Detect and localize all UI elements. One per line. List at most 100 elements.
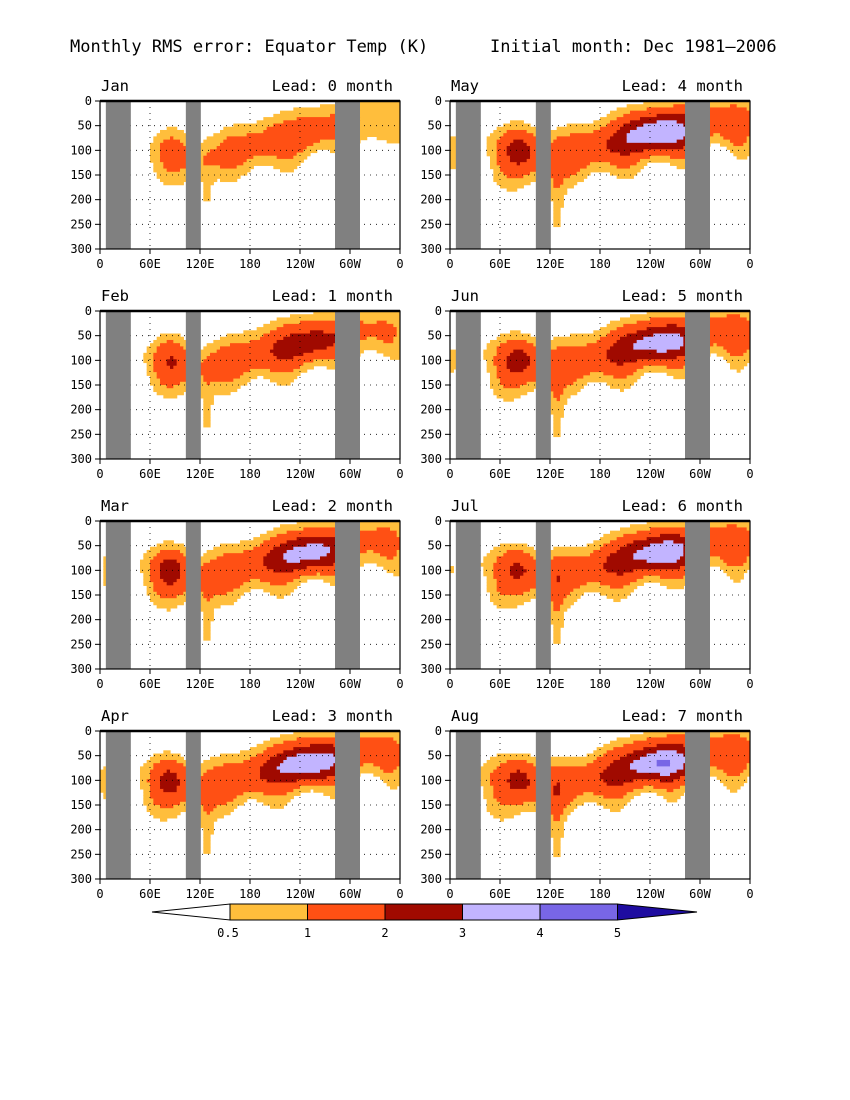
y-tick-label: 0 xyxy=(85,724,92,738)
y-tick-label: 150 xyxy=(420,168,442,182)
y-tick-label: 300 xyxy=(420,242,442,256)
y-tick-label: 50 xyxy=(78,749,92,763)
land-mask xyxy=(535,311,551,459)
panel-month-label: Aug xyxy=(451,707,479,725)
land-mask xyxy=(685,521,710,669)
y-tick-label: 250 xyxy=(70,637,92,651)
x-tick-label: 120W xyxy=(636,887,666,901)
x-tick-label: 180 xyxy=(239,467,261,481)
colorbar-segment xyxy=(384,903,463,921)
x-tick-label: 60W xyxy=(689,467,711,481)
panel-month-label: Feb xyxy=(101,287,129,305)
y-tick-label: 100 xyxy=(420,353,442,367)
y-tick-label: 100 xyxy=(420,143,442,157)
panel-lead-label: Lead: 4 month xyxy=(622,77,743,95)
x-tick-label: 180 xyxy=(239,257,261,271)
x-tick-label: 0 xyxy=(446,257,453,271)
x-tick-label: 120W xyxy=(636,257,666,271)
y-tick-label: 100 xyxy=(70,143,92,157)
panel-month-label: Jul xyxy=(451,497,479,515)
panels-group: Jan Lead: 0 month 0 60E 120E 180 120W 60W 0 0 50 10… xyxy=(70,77,753,901)
colorbar-label: 5 xyxy=(614,926,621,940)
land-mask xyxy=(685,311,710,459)
panel-jan: Jan Lead: 0 month 0 60E 120E 180 120W 60W 0 0 50 10… xyxy=(70,77,403,271)
panel-jul: Jul Lead: 6 month 0 60E 120E 180 120W 60W 0 0 50 10… xyxy=(420,497,753,691)
land-mask xyxy=(335,311,360,459)
x-tick-label: 0 xyxy=(746,467,753,481)
x-tick-label: 60E xyxy=(139,257,161,271)
field-shading xyxy=(450,521,750,669)
x-tick-label: 60W xyxy=(689,887,711,901)
x-tick-label: 0 xyxy=(446,467,453,481)
y-tick-label: 100 xyxy=(420,563,442,577)
x-tick-label: 0 xyxy=(446,887,453,901)
x-tick-label: 120E xyxy=(536,467,565,481)
y-tick-label: 50 xyxy=(428,539,442,553)
x-tick-label: 120W xyxy=(286,677,316,691)
y-tick-label: 50 xyxy=(78,329,92,343)
x-tick-label: 180 xyxy=(239,887,261,901)
x-tick-label: 0 xyxy=(96,257,103,271)
y-tick-label: 50 xyxy=(78,539,92,553)
land-mask xyxy=(455,311,481,459)
y-tick-label: 100 xyxy=(420,773,442,787)
y-tick-label: 250 xyxy=(420,427,442,441)
panel-month-label: May xyxy=(451,77,479,95)
land-mask xyxy=(185,731,201,879)
x-tick-label: 60E xyxy=(139,677,161,691)
x-tick-label: 60W xyxy=(339,677,361,691)
y-tick-label: 300 xyxy=(420,452,442,466)
y-tick-label: 200 xyxy=(70,193,92,207)
x-tick-label: 120W xyxy=(636,467,666,481)
x-tick-label: 120E xyxy=(536,257,565,271)
y-tick-label: 200 xyxy=(70,403,92,417)
x-tick-label: 120E xyxy=(536,677,565,691)
y-tick-label: 150 xyxy=(420,588,442,602)
x-tick-label: 180 xyxy=(239,677,261,691)
panel-may: May Lead: 4 month 0 60E 120E 180 120W 60W 0 0 50 10… xyxy=(420,77,753,271)
x-tick-label: 180 xyxy=(589,467,611,481)
colorbar-segment xyxy=(229,903,308,921)
land-mask xyxy=(185,521,201,669)
land-mask xyxy=(535,101,551,249)
y-tick-label: 0 xyxy=(85,304,92,318)
colorbar-segment xyxy=(462,903,541,921)
land-mask xyxy=(105,101,131,249)
y-tick-label: 150 xyxy=(70,168,92,182)
panel-lead-label: Lead: 1 month xyxy=(272,287,393,305)
y-tick-label: 200 xyxy=(420,193,442,207)
x-tick-label: 120E xyxy=(186,257,215,271)
x-tick-label: 60W xyxy=(339,467,361,481)
panel-lead-label: Lead: 3 month xyxy=(272,707,393,725)
y-tick-label: 300 xyxy=(420,872,442,886)
panel-lead-label: Lead: 6 month xyxy=(622,497,743,515)
panel-feb: Feb Lead: 1 month 0 60E 120E 180 120W 60W 0 0 50 10… xyxy=(70,287,403,481)
x-tick-label: 0 xyxy=(396,257,403,271)
y-tick-label: 100 xyxy=(70,563,92,577)
figure-title: Monthly RMS error: Equator Temp (K) xyxy=(70,37,428,57)
y-tick-label: 50 xyxy=(78,119,92,133)
land-mask xyxy=(105,731,131,879)
x-tick-label: 60E xyxy=(489,677,511,691)
y-tick-label: 0 xyxy=(85,94,92,108)
colorbar-low-arrow xyxy=(151,903,231,921)
land-mask xyxy=(335,521,360,669)
y-tick-label: 150 xyxy=(70,798,92,812)
x-tick-label: 60W xyxy=(339,257,361,271)
panel-lead-label: Lead: 2 month xyxy=(272,497,393,515)
x-tick-label: 120E xyxy=(536,887,565,901)
y-tick-label: 300 xyxy=(70,242,92,256)
x-tick-label: 60E xyxy=(489,257,511,271)
y-tick-label: 0 xyxy=(85,514,92,528)
y-tick-label: 100 xyxy=(70,353,92,367)
x-tick-label: 0 xyxy=(396,677,403,691)
colorbar-label: 0.5 xyxy=(217,926,239,940)
colorbar-high-arrow xyxy=(617,903,698,921)
y-tick-label: 0 xyxy=(435,724,442,738)
land-mask xyxy=(105,311,131,459)
y-tick-label: 200 xyxy=(70,823,92,837)
y-tick-label: 200 xyxy=(420,823,442,837)
colorbar: 0.5 1 2 3 4 5 xyxy=(151,903,698,940)
land-mask xyxy=(185,101,201,249)
